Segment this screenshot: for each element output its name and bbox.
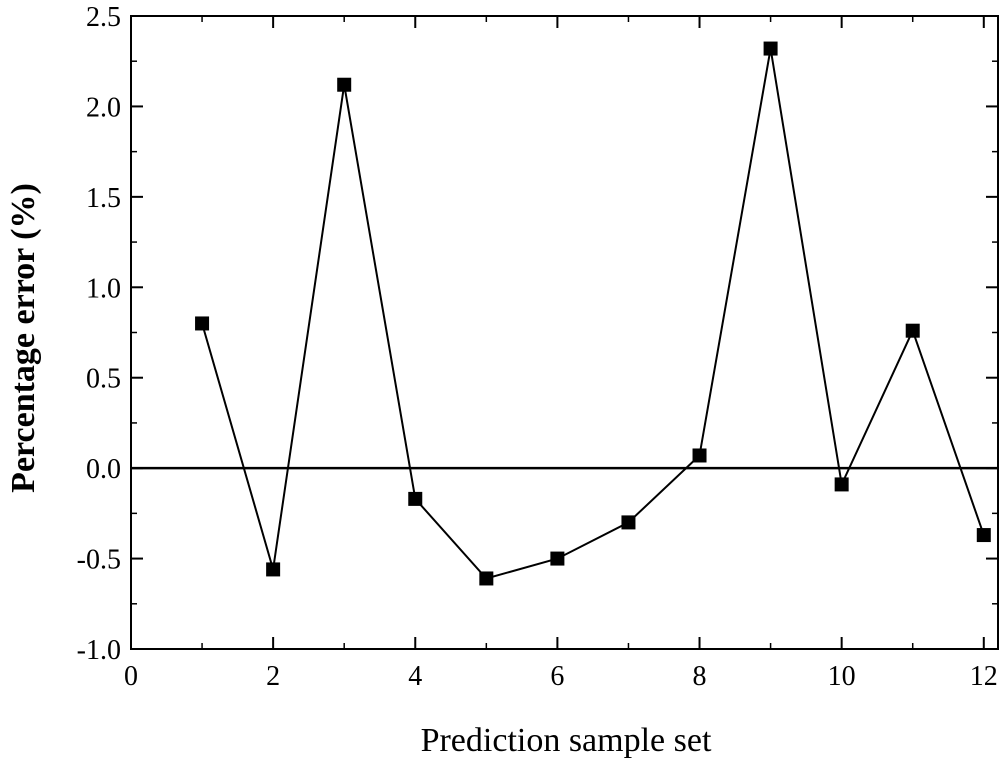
ticks: 0 2 4 6 8 10 12 -1.0 -0.5 0.0 0.5 1.0 1.5 2.0 2.5	[77, 2, 998, 692]
y-tick-label: 2.5	[86, 2, 121, 33]
y-tick-label: -0.5	[77, 545, 121, 576]
y-tick-label: 0.5	[86, 364, 121, 395]
data-point-marker	[692, 448, 707, 463]
y-tick-label: 1.5	[86, 183, 121, 214]
data-point-marker	[337, 77, 352, 92]
x-tick-label: 6	[550, 661, 564, 692]
x-tick-label: 10	[828, 661, 856, 692]
data-point-marker	[976, 528, 991, 543]
series-line	[201, 48, 985, 580]
series	[195, 41, 991, 586]
x-tick-label: 4	[408, 661, 422, 692]
data-point-marker	[834, 477, 849, 492]
data-point-marker	[408, 491, 423, 506]
x-tick-label: 12	[970, 661, 998, 692]
y-axis-title: Percentage error (%)	[5, 183, 42, 493]
x-tick-label: 0	[124, 661, 138, 692]
data-point-marker	[550, 551, 565, 566]
data-point-marker	[621, 515, 636, 530]
x-tick-label: 8	[693, 661, 707, 692]
y-tick-label: 1.0	[86, 273, 121, 304]
x-axis-title: Prediction sample set	[421, 722, 712, 759]
data-point-marker	[905, 323, 920, 338]
data-point-marker	[195, 316, 210, 331]
x-tick-label: 2	[266, 661, 280, 692]
data-point-marker	[266, 562, 281, 577]
data-point-marker	[479, 571, 494, 586]
y-tick-label: 2.0	[86, 92, 121, 123]
y-tick-label: 0.0	[86, 454, 121, 485]
y-tick-label: -1.0	[77, 635, 121, 666]
data-point-marker	[763, 41, 778, 56]
